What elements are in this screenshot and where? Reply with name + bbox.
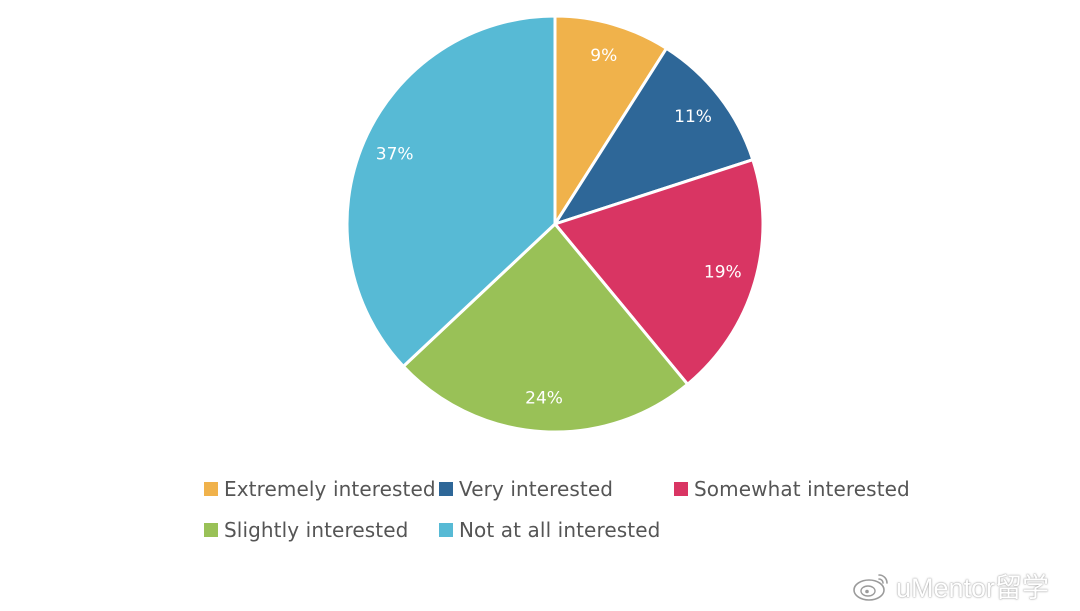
pie-slice-somewhat-interested — [553, 158, 765, 386]
pie-slices — [345, 14, 765, 434]
pie-slice-extremely-interested — [553, 14, 668, 226]
pie-labels: 9% 11% 19% 24% 37% — [376, 46, 742, 408]
pie-label-not-at-all-interested: 37% — [376, 145, 414, 165]
pie-label-very-interested: 11% — [674, 107, 712, 127]
pie-slice-slightly-interested — [401, 222, 690, 434]
pie-label-slightly-interested: 24% — [525, 388, 563, 408]
pie-label-extremely-interested: 9% — [590, 46, 617, 66]
watermark-text: uMentor留学 — [896, 573, 1050, 603]
weibo-icon — [853, 573, 888, 601]
pie-label-somewhat-interested: 19% — [704, 263, 742, 283]
watermark: uMentor留学 — [852, 566, 1049, 605]
pie-slice-not-at-all-interested — [345, 14, 557, 368]
pie-slice-very-interested — [553, 46, 755, 226]
